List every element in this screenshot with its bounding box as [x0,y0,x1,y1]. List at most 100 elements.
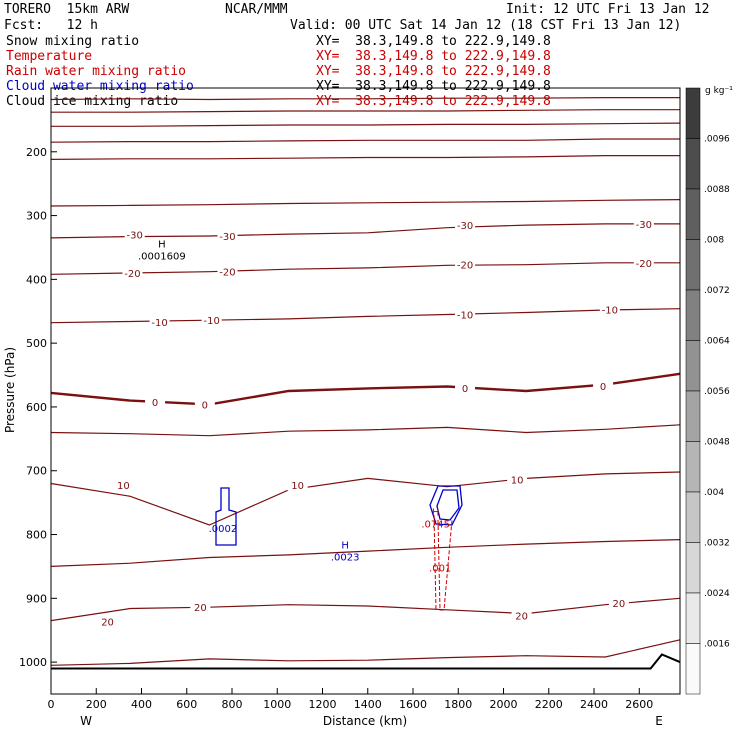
isotherm-label: -20 [219,268,235,279]
colorbar-label: .0072 [704,286,730,296]
terrain-layer [51,653,681,670]
extrema-marker: H [432,507,440,518]
isotherm-label: -10 [203,316,219,327]
label-mask [455,258,476,271]
x-axis-label: Distance (km) [323,714,407,728]
isotherm-label: -30 [636,220,652,231]
label-mask [122,266,143,279]
y-tick-label: 1000 [19,656,47,669]
isotherm-line [50,155,680,160]
axes: 0 200 400 600 800 1000 1200 1400 1600 1800 2000 220… [19,87,681,711]
isotherm-line [50,223,680,239]
cloud-water-contour [215,487,237,546]
isotherm-label: -20 [124,269,140,280]
colorbar-swatch [685,87,701,139]
isotherm-label: -30 [219,232,235,243]
center-title: NCAR/MMM [225,2,288,17]
isotherm-label: -20 [636,259,652,270]
field-name: Snow mixing ratio [6,34,140,49]
colorbar: .0096 .0088 .008 .0072 .0064 .0056 .0048 .004 .0… [685,87,730,695]
colorbar-swatch [685,188,701,240]
y-tick-label: 800 [26,529,47,542]
label-mask [194,398,215,411]
x-tick-label: 0 [48,698,55,711]
label-mask [455,308,476,321]
mixing-ratio-contours [215,485,463,611]
label-mask [599,303,620,316]
y-axis-label: Pressure (hPa) [3,347,17,433]
rain-water-contour [437,519,453,611]
x-tick-label: 1800 [444,698,472,711]
model-title: TORERO 15km ARW [4,2,130,17]
colorbar-label: .0056 [704,387,730,397]
isotherm-line [50,639,681,666]
extrema-marker: H [341,541,349,552]
isotherm-label: 20 [101,617,114,628]
isotherm-line [50,471,681,526]
x-tick-label: 1400 [354,698,382,711]
x-tick-label: 200 [86,698,107,711]
colorbar-label: .004 [704,488,724,498]
field-name: Temperature [6,49,93,64]
isotherm-line [50,424,681,437]
colorbar-label: .008 [704,236,724,246]
x-tick-label: 1000 [263,698,291,711]
colorbar-swatch [685,138,701,190]
isotherm-label: 20 [515,612,528,623]
colorbar-swatch [685,239,701,291]
isotherm-line [50,97,680,101]
colorbar-swatch [685,289,701,341]
label-mask [287,478,308,491]
x-tick-label: 2200 [535,698,563,711]
isotherm-label: 10 [291,481,304,492]
forecast-hour: Fcst: 12 h [4,18,98,33]
x-tick-label: 800 [222,698,243,711]
colorbar-swatch [685,491,701,543]
extrema-marker: H [158,239,166,250]
colorbar-label: .0048 [704,438,730,448]
x-tick-label: 2600 [625,698,653,711]
x-tick-label: 1200 [309,698,337,711]
label-mask [633,217,654,230]
isotherm-label: -30 [457,221,473,232]
isotherm-line [50,138,680,143]
isotherm-label: -10 [457,310,473,321]
y-tick-label: 400 [26,273,47,286]
field-name: Cloud ice mixing ratio [6,94,179,109]
x-tick-label: 2400 [580,698,608,711]
plot-frame [50,87,681,695]
label-mask [593,379,614,392]
x-tick-label: 1600 [399,698,427,711]
isotherm-label: -30 [127,231,143,242]
colorbar-label: .0088 [704,185,730,195]
y-tick-label: 900 [26,592,47,605]
isotherm-line [51,122,681,127]
extrema-value: .0745 [421,519,450,530]
x-tick-label: 400 [131,698,152,711]
label-mask [633,256,654,269]
cloud-water-contour [436,489,460,521]
isotherm-line [50,262,680,275]
colorbar-swatch [685,441,701,493]
isotherm-line [50,199,681,207]
x-left-end-label: W [80,714,92,728]
x-right-end-label: E [655,714,663,728]
rain-water-contour [433,514,437,611]
label-mask [113,478,134,491]
y-tick-label: 500 [26,337,47,350]
isotherm-line [51,109,680,113]
y-tick-label: 600 [26,401,47,414]
label-mask [201,314,222,327]
isotherm-line [50,308,681,324]
label-mask [149,316,170,329]
label-mask [145,395,166,408]
isotherm-label: -20 [457,261,473,272]
colorbar-label: .0064 [704,337,730,347]
field-cross-section-coords: XY= 38.3,149.8 to 222.9,149.8 [316,34,551,49]
colorbar-label: .0032 [704,539,730,549]
label-mask [507,473,528,486]
isotherm-label: 10 [511,476,524,487]
isotherm-label: 0 [202,400,208,411]
